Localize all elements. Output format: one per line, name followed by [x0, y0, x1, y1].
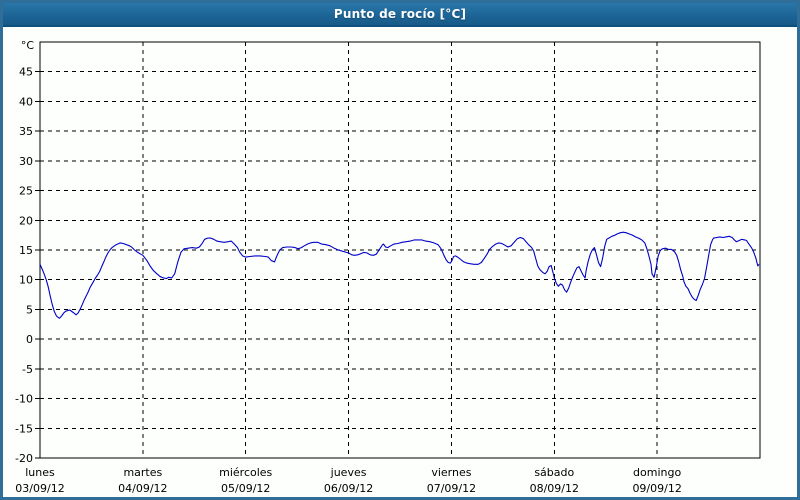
x-day-label: miércoles [219, 466, 272, 479]
x-day-label: lunes [25, 466, 55, 479]
y-tick-label: 20 [19, 214, 33, 227]
y-tick-label: 5 [26, 303, 33, 316]
x-date-label: 08/09/12 [530, 482, 579, 495]
x-date-label: 06/09/12 [324, 482, 373, 495]
y-tick-label: -15 [15, 422, 33, 435]
y-tick-label: 40 [19, 95, 33, 108]
x-date-label: 04/09/12 [118, 482, 167, 495]
y-tick-label: -5 [22, 363, 33, 376]
y-tick-label: 45 [19, 66, 33, 79]
y-tick-label: 30 [19, 155, 33, 168]
x-date-label: 07/09/12 [427, 482, 476, 495]
x-day-label: viernes [431, 466, 471, 479]
x-day-label: domingo [633, 466, 681, 479]
title-bar: Punto de rocío [°C] [3, 3, 797, 27]
y-axis-unit-label: °C [21, 39, 35, 52]
chart-area: 45 40 35 30 25 20 15 10 5 0 -5 -10 -15 -20 °C lunes 03/0… [3, 27, 797, 497]
y-tick-label: 0 [26, 333, 33, 346]
x-day-label: martes [123, 466, 162, 479]
dew-point-series-line [39, 231, 760, 319]
x-day-label: jueves [330, 466, 367, 479]
y-tick-label: -20 [15, 452, 33, 465]
y-tick-label: 25 [19, 185, 33, 198]
y-tick-label: 10 [19, 274, 33, 287]
x-date-label: 03/09/12 [15, 482, 64, 495]
y-tick-label: 35 [19, 125, 33, 138]
dew-point-line-chart: 45 40 35 30 25 20 15 10 5 0 -5 -10 -15 -20 °C lunes 03/0… [15, 39, 761, 495]
x-date-label: 09/09/12 [632, 482, 681, 495]
x-date-label: 05/09/12 [221, 482, 270, 495]
y-tick-label: -10 [15, 393, 33, 406]
y-tick-label: 15 [19, 244, 33, 257]
window-title: Punto de rocío [°C] [333, 7, 467, 21]
x-day-label: sábado [534, 466, 574, 479]
